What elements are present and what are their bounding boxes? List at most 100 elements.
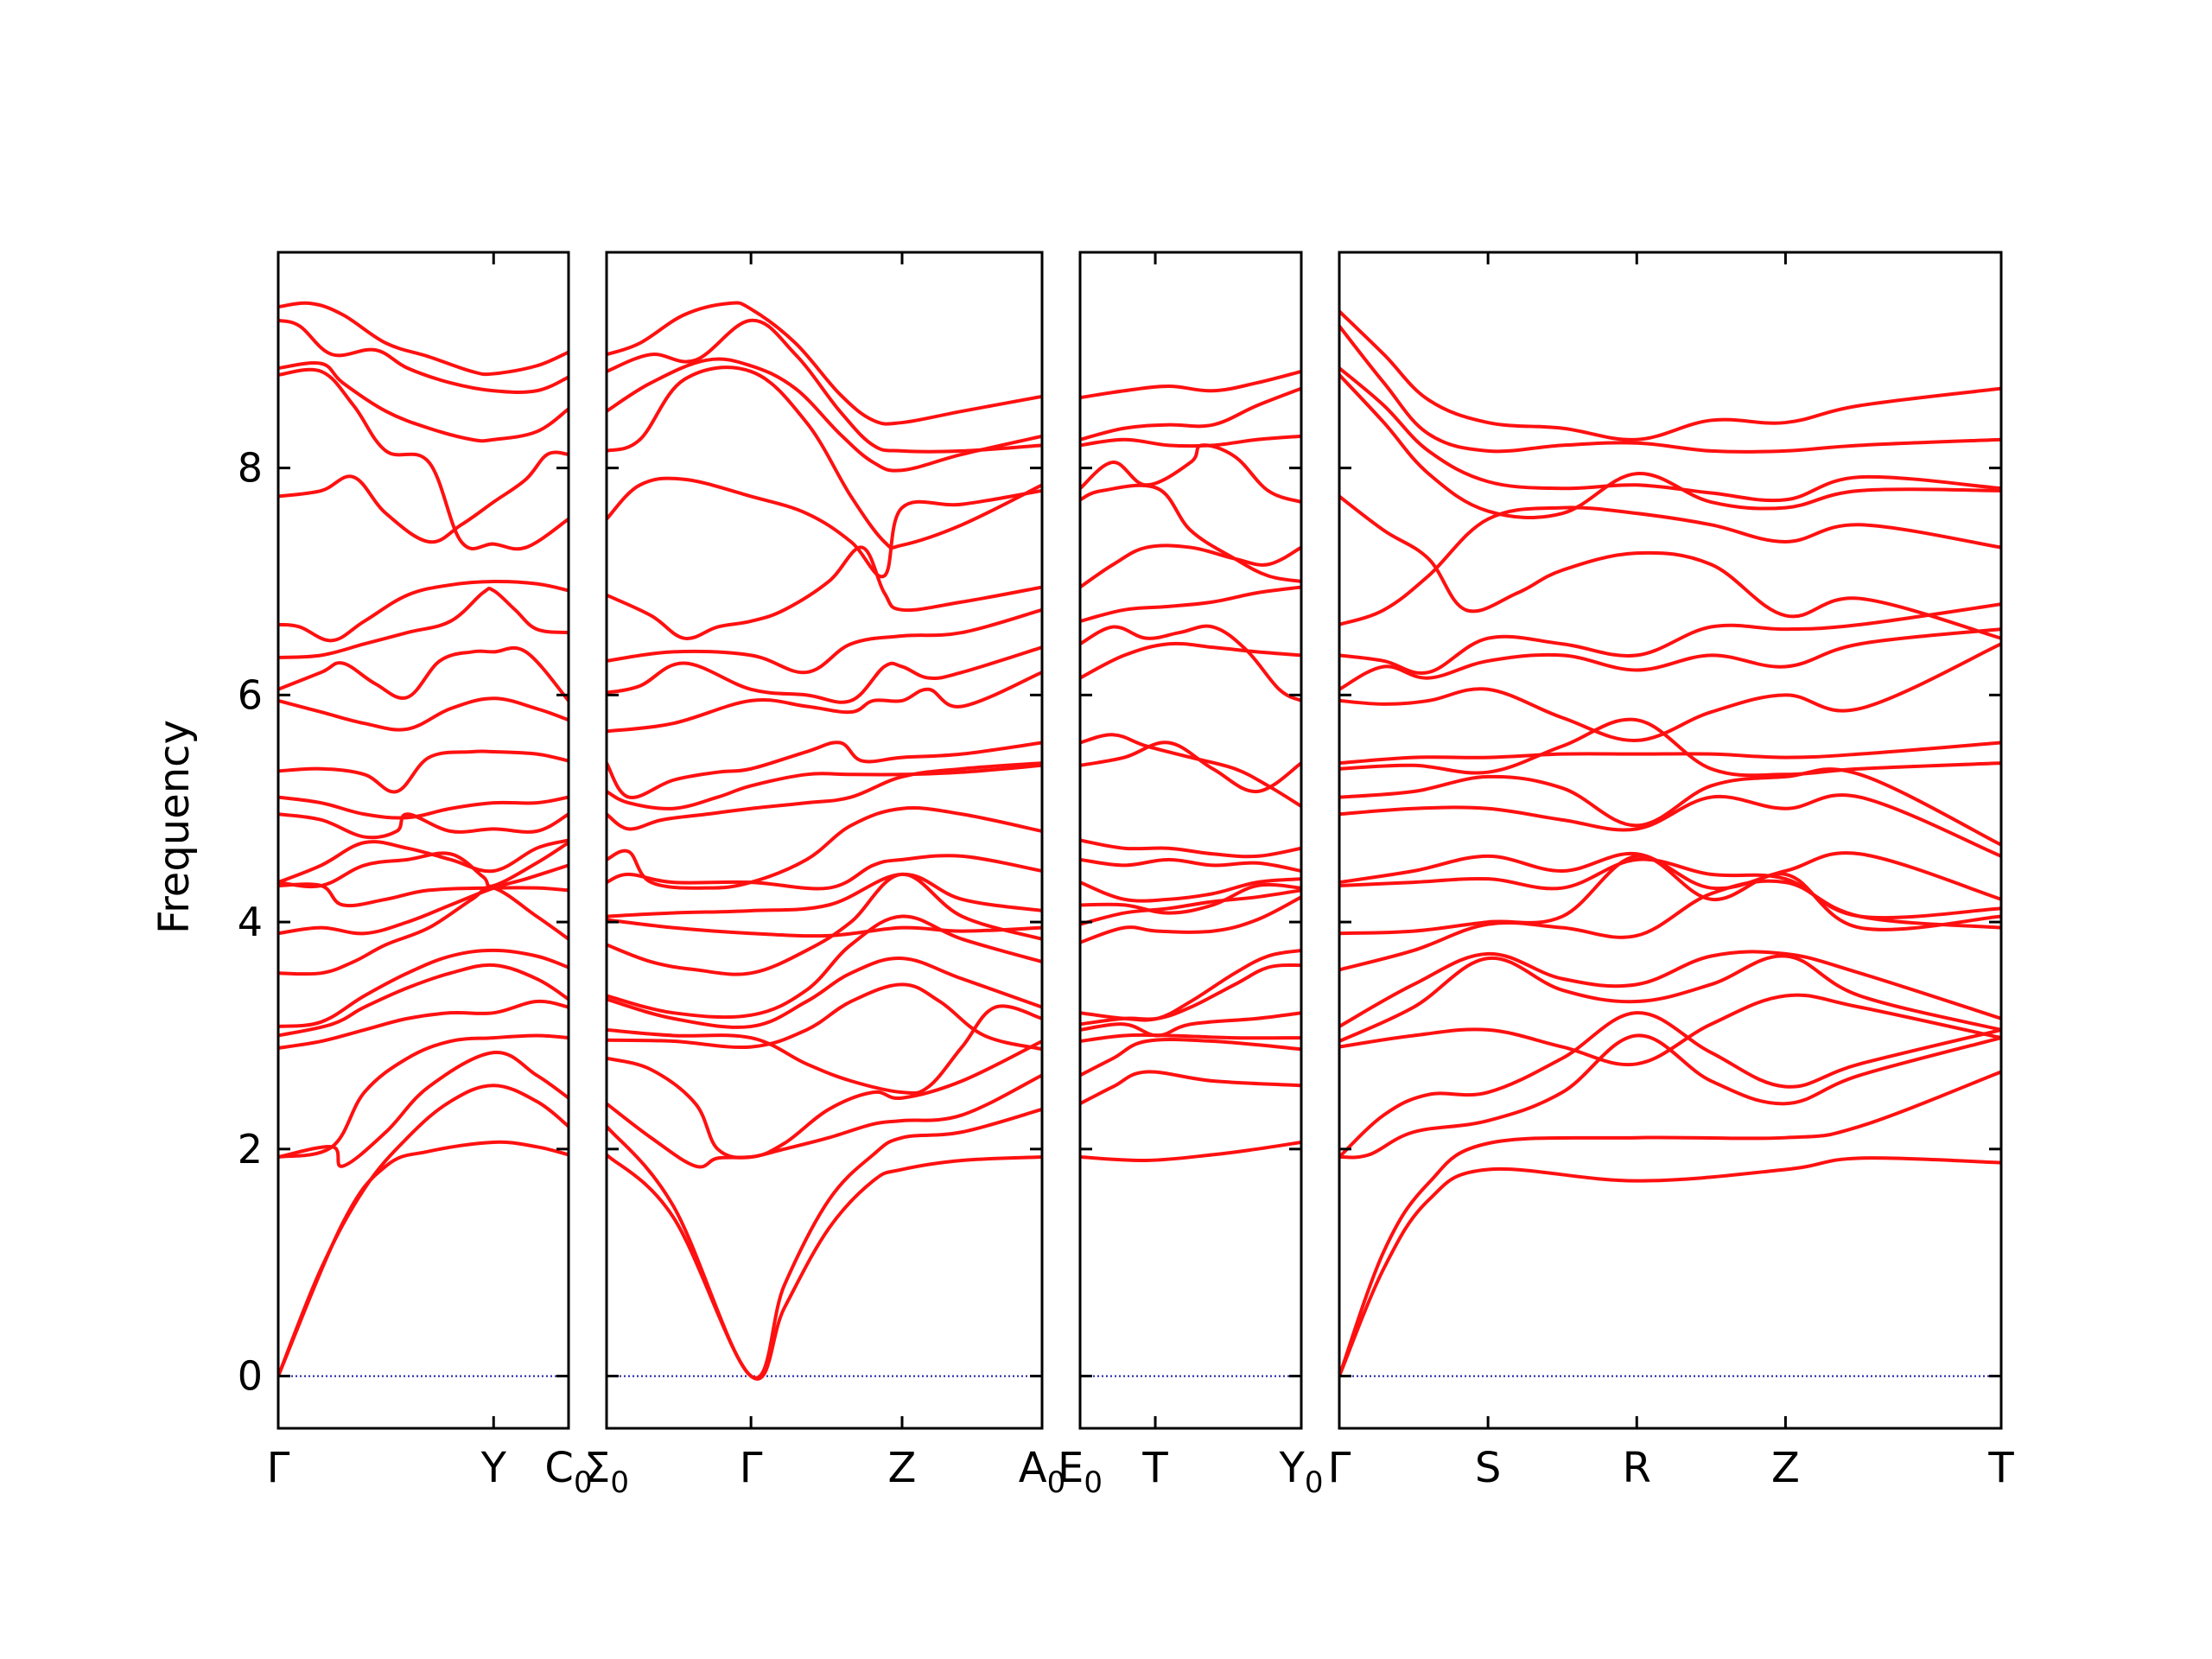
band-line bbox=[607, 1107, 1042, 1380]
y-axis: 0 2 4 6 8 bbox=[238, 445, 263, 1400]
band-line bbox=[1339, 309, 2001, 442]
x-tick-label: Γ bbox=[1328, 1444, 1351, 1492]
band-line bbox=[607, 545, 1042, 640]
band-line bbox=[607, 763, 1042, 810]
band-line bbox=[1080, 838, 1301, 859]
band-line bbox=[1339, 372, 2001, 519]
y-axis-label: Frequency bbox=[150, 720, 199, 934]
y-tick-label: 0 bbox=[238, 1353, 263, 1400]
x-tick-label: Y bbox=[480, 1444, 507, 1492]
band-line bbox=[607, 357, 1042, 473]
band-line bbox=[607, 918, 1042, 938]
band-line bbox=[1080, 585, 1301, 623]
panel-frame bbox=[1338, 251, 2003, 1430]
y-tick-label: 8 bbox=[238, 445, 263, 492]
band-line bbox=[607, 854, 1042, 891]
band-line bbox=[278, 999, 569, 1050]
band-line bbox=[607, 872, 1042, 976]
band-line bbox=[1080, 963, 1301, 1027]
band-line bbox=[1339, 954, 2001, 1044]
x-tick-label: Σ0 bbox=[584, 1444, 629, 1500]
band-line bbox=[1080, 877, 1301, 903]
band-line bbox=[607, 872, 1042, 918]
band-line bbox=[1339, 627, 2001, 691]
band-line bbox=[1080, 1038, 1301, 1077]
band-line bbox=[278, 838, 569, 885]
band-line bbox=[1339, 1011, 2001, 1160]
band-line bbox=[1339, 494, 2001, 640]
x-tick-label: E0 bbox=[1058, 1444, 1103, 1500]
band-line bbox=[278, 361, 569, 443]
band-line bbox=[1080, 857, 1301, 873]
band-line bbox=[278, 863, 569, 936]
band-line bbox=[1080, 741, 1301, 794]
band-line bbox=[607, 301, 1042, 426]
band-line bbox=[1080, 386, 1301, 442]
band-line bbox=[607, 741, 1042, 799]
y-tick-label: 2 bbox=[238, 1126, 263, 1173]
band-line bbox=[607, 476, 1042, 579]
band-line bbox=[278, 450, 569, 544]
band-line bbox=[1339, 717, 2001, 778]
band-line bbox=[607, 957, 1042, 1029]
band-line bbox=[278, 1084, 569, 1378]
band-line bbox=[607, 1004, 1042, 1096]
band-line bbox=[1080, 543, 1301, 589]
band-line bbox=[1339, 857, 2001, 920]
band-line bbox=[607, 761, 1042, 831]
band-line bbox=[1339, 366, 2001, 503]
band-line bbox=[1339, 324, 2001, 454]
band-line bbox=[1080, 369, 1301, 400]
band-line bbox=[607, 806, 1042, 890]
band-line bbox=[1080, 1011, 1301, 1038]
x-tick-label: T bbox=[1987, 1444, 2014, 1492]
band-line bbox=[1339, 851, 2001, 901]
y-tick-label: 6 bbox=[238, 671, 263, 718]
x-tick-label: T bbox=[1141, 1444, 1168, 1492]
panel-frame bbox=[276, 251, 570, 1430]
band-line bbox=[1080, 641, 1301, 680]
x-tick-label: Γ bbox=[740, 1444, 763, 1492]
band-line bbox=[278, 882, 569, 908]
band-line bbox=[278, 841, 569, 889]
band-line bbox=[607, 1073, 1042, 1169]
band-line bbox=[278, 587, 569, 659]
band-line bbox=[278, 795, 569, 820]
band-line bbox=[278, 812, 569, 840]
band-line bbox=[1080, 434, 1301, 448]
band-line bbox=[1339, 1070, 2001, 1378]
band-line bbox=[607, 671, 1042, 734]
x-tick-label-subscript: 0 bbox=[1084, 1465, 1103, 1500]
band-line bbox=[278, 579, 569, 643]
band-line bbox=[1080, 948, 1301, 1022]
panel-2: Σ0 Γ Z A0 bbox=[584, 251, 1065, 1500]
band-line bbox=[1339, 741, 2001, 766]
band-line bbox=[278, 1033, 569, 1160]
band-lines bbox=[1339, 309, 2001, 1378]
panel-frame bbox=[1078, 251, 1303, 1430]
band-line bbox=[1339, 642, 2001, 742]
band-line bbox=[1080, 483, 1301, 583]
band-line bbox=[607, 982, 1042, 1052]
band-line bbox=[1339, 505, 2001, 626]
panel-3: E0 T Y0 bbox=[1058, 251, 1323, 1500]
x-tick-label: R bbox=[1623, 1444, 1651, 1492]
band-lines bbox=[607, 301, 1042, 1381]
x-tick-label: S bbox=[1475, 1444, 1501, 1492]
band-line bbox=[607, 365, 1042, 550]
band-line bbox=[1080, 733, 1301, 809]
x-tick-label-subscript: 0 bbox=[574, 1465, 593, 1500]
band-line bbox=[607, 1153, 1042, 1381]
band-line bbox=[278, 948, 569, 1028]
band-line bbox=[607, 645, 1042, 704]
band-line bbox=[1339, 793, 2001, 858]
band-line bbox=[278, 963, 569, 1038]
band-line bbox=[278, 696, 569, 732]
x-tick-label: Z bbox=[888, 1444, 917, 1492]
band-line bbox=[1080, 624, 1301, 702]
band-line bbox=[607, 1039, 1042, 1160]
band-line bbox=[607, 914, 1042, 1020]
